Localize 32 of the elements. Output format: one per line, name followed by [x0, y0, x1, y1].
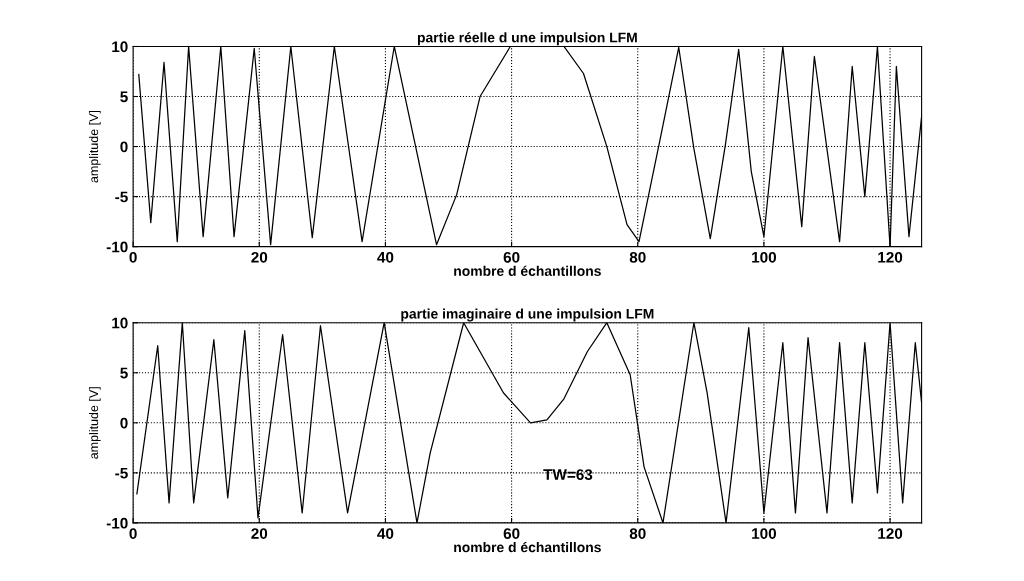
x-tick-label: 80 — [629, 528, 646, 539]
x-tick-label: 100 — [752, 528, 777, 539]
y-tick-label: -5 — [115, 191, 128, 203]
chart-title: partie imaginaire d une impulsion LFM — [401, 308, 654, 322]
x-tick-label: 60 — [503, 251, 520, 263]
x-tick-label: 120 — [878, 251, 903, 263]
x-tick-label: 20 — [251, 528, 268, 539]
y-tick-label: 10 — [112, 317, 128, 329]
x-tick-label: 40 — [377, 251, 394, 263]
chart-title: partie réelle d une impulsion LFM — [417, 32, 637, 46]
x-tick-label: 20 — [251, 251, 268, 263]
x-tick-label: 0 — [129, 528, 137, 539]
x-tick-label: 120 — [878, 528, 903, 539]
y-tick-label: -5 — [115, 467, 128, 479]
annotation: TW=63 — [543, 469, 593, 480]
y-tick-label: -10 — [106, 517, 128, 529]
x-tick-label: 60 — [503, 528, 520, 539]
y-tick-label: 0 — [120, 417, 128, 429]
y-tick-label: 0 — [120, 141, 128, 153]
x-axis-title: nombre d échantillons — [454, 265, 601, 276]
x-axis-title: nombre d échantillons — [454, 541, 601, 553]
x-tick-label: 100 — [752, 251, 777, 263]
y-tick-label: -10 — [106, 241, 128, 253]
x-tick-label: 80 — [629, 251, 646, 263]
y-axis-title: amplitude [V] — [88, 387, 101, 459]
y-tick-label: 10 — [112, 41, 128, 53]
x-tick-label: 0 — [129, 251, 137, 263]
x-tick-label: 40 — [377, 528, 394, 539]
y-tick-label: 5 — [120, 91, 128, 103]
y-tick-label: 5 — [120, 367, 128, 379]
y-axis-title: amplitude [V] — [88, 110, 101, 183]
line-series — [136, 322, 922, 523]
